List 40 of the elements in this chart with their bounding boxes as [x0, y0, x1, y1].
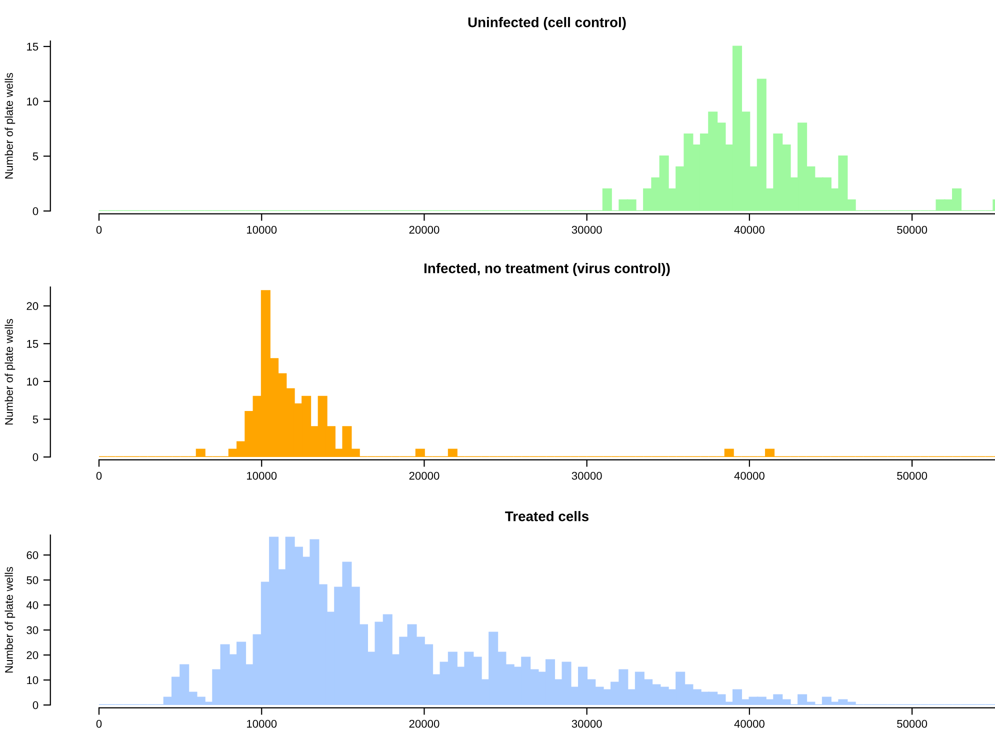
y-axis-title: Number of plate wells	[4, 566, 16, 673]
y-tick-label: 5	[32, 416, 38, 424]
x-tick-label: 50000	[897, 226, 928, 234]
y-tick-label: 60	[26, 551, 38, 560]
x-tick-label: 50000	[897, 472, 928, 480]
y-tick-label: 20	[26, 302, 38, 310]
x-tick-label: 40000	[734, 226, 764, 234]
y-tick-label: 40	[26, 601, 38, 610]
x-tick-label: 0	[96, 226, 102, 234]
y-axis-title: Number of plate wells	[4, 72, 16, 179]
x-tick-label: 40000	[734, 472, 764, 480]
x-tick-label: 30000	[572, 472, 602, 480]
x-tick-label: 20000	[409, 472, 440, 480]
x-tick-label: 0	[96, 720, 102, 728]
chart-title: Infected, no treatment (virus control))	[424, 263, 670, 276]
y-tick-label: 0	[32, 453, 38, 462]
x-tick-label: 20000	[409, 226, 440, 234]
y-tick-label: 15	[27, 42, 38, 51]
y-tick-label: 50	[26, 576, 38, 584]
x-tick-label: 30000	[572, 226, 602, 234]
x-tick-label: 30000	[572, 720, 602, 728]
y-tick-label: 30	[26, 626, 38, 634]
chart-title: Treated cells	[505, 511, 589, 522]
y-tick-label: 0	[32, 207, 38, 216]
y-tick-label: 0	[32, 701, 38, 710]
chart-title: Uninfected (cell control)	[468, 17, 626, 30]
y-axis-title: Number of plate wells	[4, 318, 16, 425]
x-tick-label: 10000	[247, 226, 277, 234]
x-tick-label: 10000	[247, 472, 277, 480]
x-tick-label: 0	[96, 472, 102, 480]
x-tick-label: 20000	[409, 720, 440, 728]
x-tick-label: 40000	[734, 720, 764, 728]
y-tick-label: 15	[27, 340, 38, 348]
y-tick-label: 10	[27, 98, 38, 106]
y-tick-label: 10	[27, 676, 38, 684]
x-tick-label: 50000	[897, 720, 928, 728]
y-tick-label: 20	[26, 651, 38, 660]
y-tick-label: 10	[27, 378, 38, 386]
y-tick-label: 5	[32, 152, 38, 160]
x-tick-label: 10000	[247, 720, 277, 728]
